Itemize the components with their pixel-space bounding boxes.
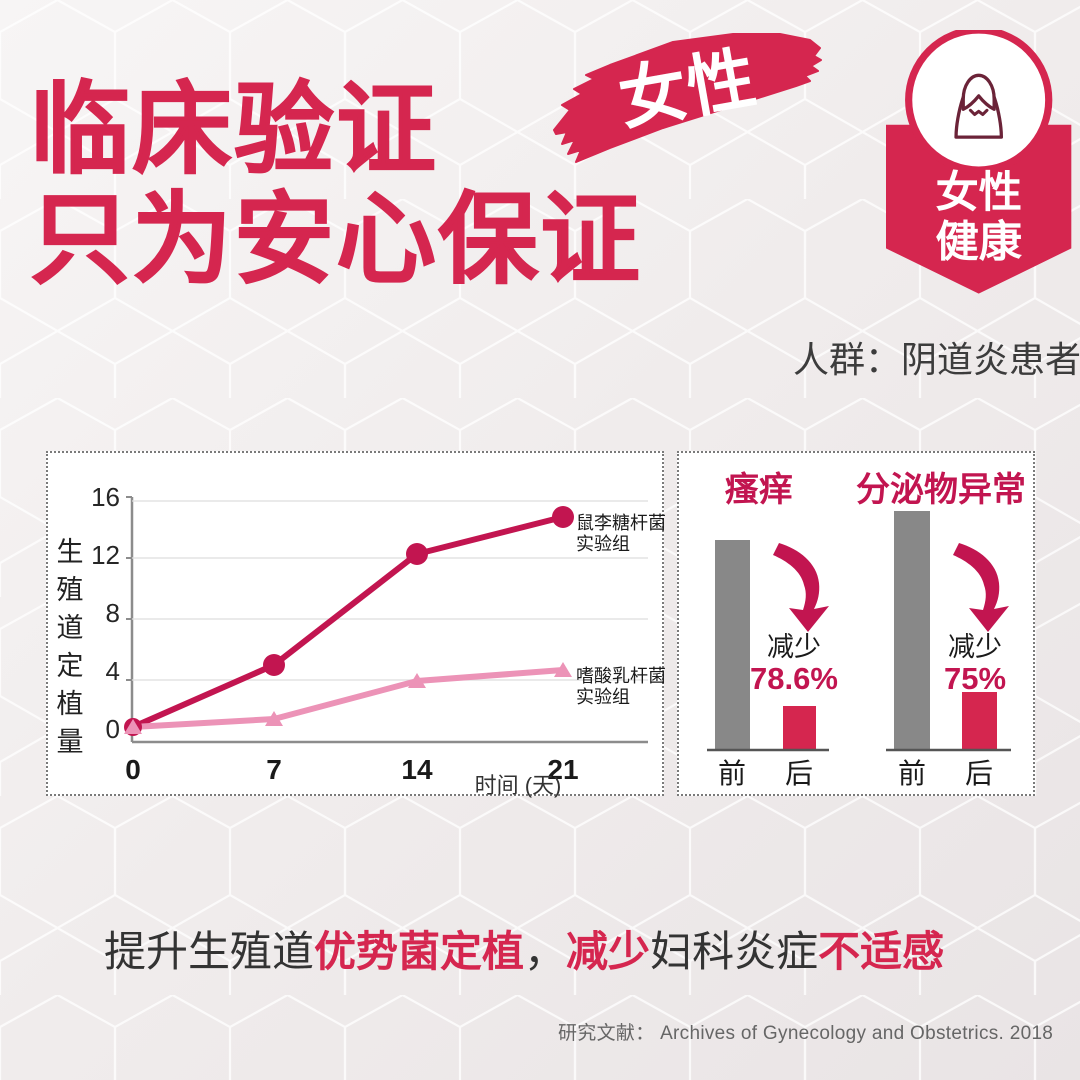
svg-text:嗜酸乳杆菌: 嗜酸乳杆菌 <box>576 666 666 686</box>
svg-text:12: 12 <box>91 540 120 570</box>
svg-text:植: 植 <box>57 689 84 719</box>
svg-text:16: 16 <box>91 482 120 512</box>
svg-text:女性: 女性 <box>935 169 1022 217</box>
svg-text:实验组: 实验组 <box>576 534 630 554</box>
svg-text:实验组: 实验组 <box>576 687 630 707</box>
svg-text:0: 0 <box>106 714 120 744</box>
svg-text:7: 7 <box>266 754 282 785</box>
svg-text:前: 前 <box>898 758 926 789</box>
svg-text:后: 后 <box>785 758 813 789</box>
svg-text:8: 8 <box>106 598 120 628</box>
svg-text:4: 4 <box>106 656 120 686</box>
svg-text:14: 14 <box>401 754 433 785</box>
svg-text:后: 后 <box>965 758 993 789</box>
svg-text:78.6%: 78.6% <box>750 661 838 696</box>
svg-text:健康: 健康 <box>935 219 1022 267</box>
svg-text:生: 生 <box>57 537 84 567</box>
svg-text:减少: 减少 <box>767 632 821 662</box>
svg-text:量: 量 <box>57 727 84 757</box>
svg-text:75%: 75% <box>944 661 1006 696</box>
svg-text:瘙痒: 瘙痒 <box>725 471 793 509</box>
svg-text:定: 定 <box>57 651 84 681</box>
svg-text:分泌物异常: 分泌物异常 <box>856 471 1026 509</box>
svg-text:0: 0 <box>125 754 141 785</box>
svg-text:殖: 殖 <box>57 575 84 605</box>
svg-text:减少: 减少 <box>948 632 1002 662</box>
svg-text:鼠李糖杆菌: 鼠李糖杆菌 <box>576 513 666 533</box>
svg-text:道: 道 <box>57 613 84 643</box>
svg-text:前: 前 <box>718 758 746 789</box>
svg-text:时间 (天): 时间 (天) <box>475 773 562 798</box>
